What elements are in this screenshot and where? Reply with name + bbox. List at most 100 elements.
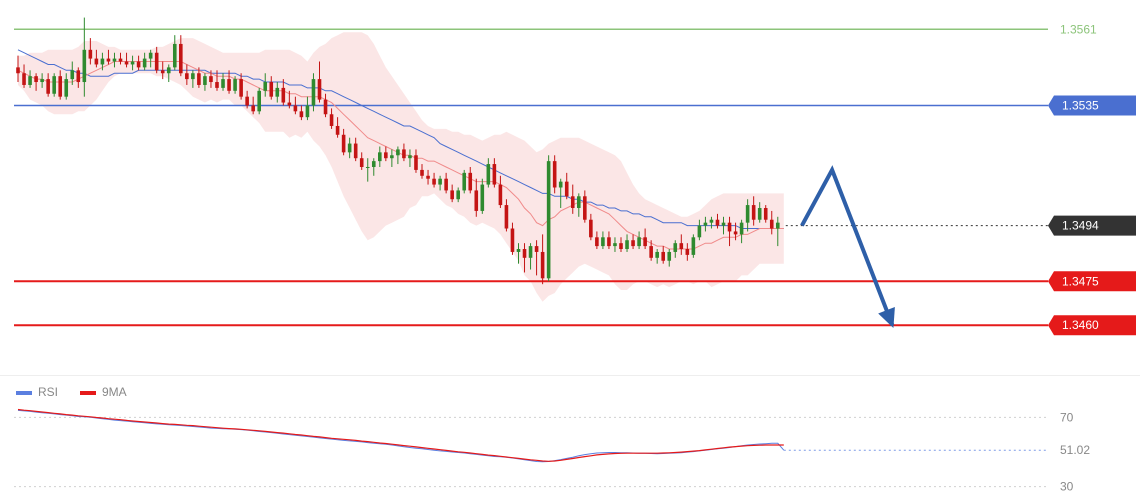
- candle: [263, 73, 268, 97]
- price-tag-label: 1.3475: [1062, 274, 1099, 288]
- candle: [570, 184, 575, 214]
- candle-body: [486, 164, 491, 185]
- candle: [82, 17, 87, 97]
- candle-body: [727, 222, 732, 232]
- candle-body: [34, 76, 38, 83]
- candle: [154, 46, 159, 74]
- candle-body: [613, 243, 617, 247]
- candle: [100, 52, 105, 71]
- candle-body: [40, 79, 44, 83]
- candle-body: [52, 76, 56, 94]
- candle-body: [480, 184, 485, 211]
- price-chart[interactable]: 1.3561 1.3535 1.3494 1.3475 1.3460: [0, 0, 1140, 375]
- candle-body: [570, 196, 575, 209]
- candle: [721, 216, 726, 235]
- ma-line: [17, 49, 784, 229]
- candle: [166, 64, 171, 83]
- candle: [438, 175, 442, 191]
- candle-body: [576, 196, 581, 209]
- candle: [46, 73, 50, 97]
- candle: [402, 143, 406, 162]
- price-tag-bg: [1048, 215, 1136, 236]
- candle: [468, 166, 473, 194]
- candle: [733, 222, 738, 241]
- candle-body: [64, 79, 69, 97]
- candle-body: [643, 237, 647, 247]
- candle-body: [775, 222, 780, 229]
- candle: [359, 152, 364, 170]
- candle: [709, 216, 714, 229]
- candle-body: [384, 152, 388, 159]
- candle-body: [432, 178, 436, 185]
- candle: [233, 76, 237, 94]
- candle: [365, 158, 370, 182]
- candle-body: [70, 70, 75, 80]
- candle-body: [88, 49, 93, 59]
- candle: [76, 67, 81, 88]
- candle-body: [347, 143, 352, 153]
- candle: [583, 190, 587, 223]
- candle-body: [456, 190, 460, 200]
- series-line-9ma: [17, 408, 784, 462]
- candle-body: [709, 219, 714, 223]
- candle-body: [118, 58, 123, 62]
- candle-body: [631, 240, 635, 247]
- candle-body: [293, 105, 298, 112]
- candle: [16, 55, 20, 83]
- candle: [130, 55, 135, 71]
- candle-body: [408, 155, 412, 159]
- candle-body: [275, 87, 280, 97]
- candle: [552, 155, 557, 194]
- candle: [378, 146, 382, 167]
- candle: [522, 243, 527, 273]
- candle-body: [197, 73, 201, 85]
- price-tag-1.3475: 1.3475: [1048, 271, 1136, 292]
- candle-body: [233, 79, 237, 91]
- candle: [269, 76, 274, 100]
- candle: [347, 137, 352, 159]
- candle: [311, 73, 316, 112]
- legend-swatch-rsi: [16, 391, 32, 395]
- candle-body: [583, 196, 587, 220]
- candle-body: [353, 143, 358, 159]
- candle-body: [136, 61, 141, 68]
- candle: [534, 240, 539, 276]
- rsi-panel[interactable]: RSI 9MA 70 30 51.02: [0, 375, 1140, 500]
- candle: [432, 172, 436, 188]
- candle: [371, 158, 376, 176]
- candle: [649, 240, 653, 261]
- candle: [697, 219, 702, 241]
- candle-body: [82, 49, 87, 83]
- candle-body: [106, 58, 111, 62]
- candle-body: [311, 79, 316, 106]
- candle-body: [757, 208, 762, 220]
- candle-body: [221, 79, 225, 88]
- candle-body: [305, 105, 310, 118]
- candle: [287, 90, 292, 109]
- candle: [558, 178, 563, 209]
- candle: [715, 213, 720, 229]
- candle-body: [745, 205, 750, 223]
- candle-body: [450, 190, 454, 200]
- price-tag-1.3460: 1.3460: [1048, 315, 1136, 336]
- candle: [619, 237, 623, 252]
- candle-body: [601, 237, 605, 247]
- candle: [528, 243, 533, 270]
- candle: [763, 205, 768, 223]
- legend-label-9ma: 9MA: [102, 385, 127, 399]
- candle-body: [625, 240, 629, 250]
- candle: [384, 146, 388, 162]
- candle-body: [703, 222, 708, 226]
- price-tag-bg: [1048, 271, 1136, 292]
- candle: [492, 158, 497, 188]
- candle-body: [558, 181, 563, 188]
- candle-body: [112, 58, 117, 62]
- candle-body: [142, 58, 147, 68]
- price-tag-label: 1.3460: [1062, 318, 1099, 332]
- candle: [305, 96, 310, 121]
- candle-body: [365, 166, 370, 168]
- rsi-guide-label-70: 70: [1060, 410, 1074, 424]
- candle: [564, 172, 569, 200]
- candle-body: [733, 231, 738, 235]
